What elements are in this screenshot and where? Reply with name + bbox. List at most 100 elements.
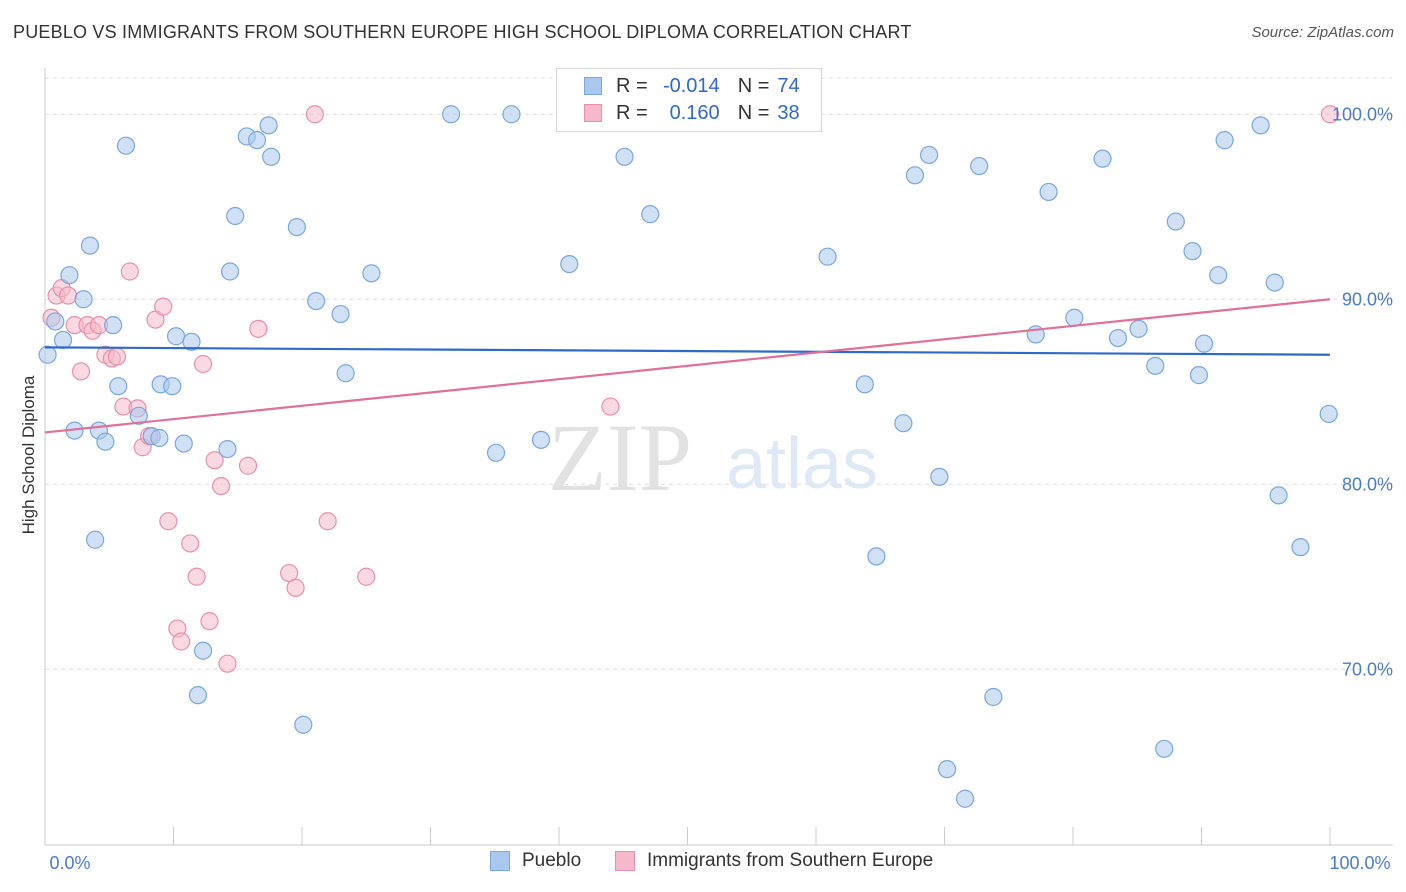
immigrants-trend-line: [44, 298, 1331, 434]
watermark-zip: ZIP: [548, 404, 692, 511]
pueblo-point: [1108, 329, 1128, 348]
pueblo-point: [1194, 334, 1214, 353]
immigrants-point: [218, 654, 237, 673]
pueblo-point: [262, 147, 281, 166]
immigrants-point: [193, 354, 213, 374]
series-legend: Pueblo Immigrants from Southern Europe: [0, 850, 1406, 878]
immigrants-point: [1320, 105, 1340, 124]
legend-n-value: 38: [777, 101, 800, 124]
pueblo-point: [955, 789, 975, 808]
legend-item-pueblo[interactable]: Pueblo: [490, 850, 581, 872]
pueblo-point: [53, 330, 73, 350]
pueblo-point: [109, 377, 128, 396]
y-tick-label: 90.0%: [1342, 289, 1393, 309]
immigrants-point: [286, 578, 305, 597]
immigrants-points: [42, 105, 1340, 673]
pueblo-point: [74, 290, 93, 309]
legend-row-pueblo: R = -0.014 N = 74: [557, 73, 800, 99]
trend-lines: [44, 298, 1331, 434]
pueblo-point: [855, 375, 874, 394]
pueblo-point: [905, 166, 925, 185]
x-tick-label: 100.0%: [1329, 853, 1390, 873]
y-tick-label: 80.0%: [1342, 474, 1393, 494]
immigrants-point: [305, 105, 324, 124]
pueblo-point: [560, 255, 579, 274]
pueblo-point: [937, 760, 957, 779]
pueblo-point: [919, 145, 939, 165]
pueblo-trend-line: [44, 346, 1331, 356]
immigrants-point: [318, 512, 337, 531]
pueblo-point: [247, 131, 267, 150]
y-axis-label: High School Diploma: [19, 375, 38, 534]
legend-n-label: N =: [737, 101, 770, 124]
pueblo-point: [188, 686, 208, 705]
immigrants-legend-swatch: [615, 851, 635, 871]
legend-r-label: R =: [616, 74, 648, 97]
pueblo-point: [1209, 266, 1228, 285]
stats-legend: R = -0.014 N = 74 R = 0.160 N = 38: [556, 68, 822, 132]
pueblo-point: [104, 316, 123, 335]
pueblo-point: [1215, 131, 1234, 150]
pueblo-point: [441, 105, 461, 124]
watermark: ZIP atlas: [548, 404, 878, 511]
pueblo-point: [502, 105, 521, 124]
pueblo-point: [60, 266, 79, 285]
pueblo-points: [38, 105, 1338, 808]
pueblo-point: [218, 440, 237, 459]
immigrants-point: [120, 262, 139, 281]
legend-item-immigrants[interactable]: Immigrants from Southern Europe: [615, 850, 933, 872]
pueblo-point: [96, 432, 115, 451]
legend-n-label: N =: [737, 74, 770, 97]
pueblo-point: [1093, 149, 1112, 168]
pueblo-point: [307, 292, 326, 311]
pueblo-point: [163, 377, 182, 396]
legend-r-value: -0.014: [662, 74, 720, 97]
immigrants-point: [238, 456, 258, 475]
immigrants-point: [211, 477, 231, 496]
immigrants-point: [107, 347, 127, 366]
pueblo-point: [818, 247, 837, 266]
y-tick-label: 70.0%: [1342, 659, 1393, 679]
pueblo-point: [46, 312, 65, 331]
pueblo-point: [1155, 739, 1174, 758]
pueblo-point: [486, 443, 506, 462]
pueblo-point: [150, 428, 169, 448]
pueblo-point: [1146, 356, 1165, 375]
x-tick-label: 0.0%: [49, 853, 90, 873]
pueblo-point: [615, 147, 634, 166]
immigrants-point: [71, 362, 91, 381]
pueblo-point: [38, 345, 57, 364]
pueblo-point: [259, 116, 278, 135]
pueblo-point: [1189, 366, 1209, 385]
immigrants-point: [357, 567, 376, 586]
immigrants-point: [59, 286, 78, 305]
pueblo-point: [531, 430, 551, 449]
pueblo-point: [166, 327, 186, 346]
pueblo-point: [1166, 212, 1185, 231]
immigrants-point: [181, 534, 200, 553]
pueblo-point: [331, 304, 350, 324]
pueblo-swatch: [584, 77, 602, 95]
pueblo-point: [80, 236, 100, 255]
pueblo-point: [362, 264, 381, 283]
watermark-atlas: atlas: [726, 424, 878, 504]
immigrants-point: [187, 567, 206, 586]
immigrants-point: [200, 612, 219, 631]
legend-label-immigrants: Immigrants from Southern Europe: [647, 850, 934, 871]
pueblo-point: [1129, 319, 1148, 338]
pueblo-point: [294, 715, 313, 734]
pueblo-legend-swatch: [490, 851, 510, 871]
pueblo-point: [220, 262, 240, 281]
immigrants-point: [601, 397, 620, 416]
immigrants-point: [172, 632, 191, 651]
pueblo-point: [641, 205, 660, 224]
pueblo-point: [984, 687, 1003, 707]
pueblo-point: [116, 136, 136, 155]
pueblo-point: [930, 467, 949, 486]
immigrants-point: [205, 451, 224, 470]
pueblo-point: [1039, 182, 1058, 202]
immigrants-swatch: [584, 104, 602, 122]
tick-labels: 70.0% 80.0% 90.0% 100.0% 0.0% 100.0%: [49, 104, 1393, 873]
pueblo-point: [1065, 308, 1084, 327]
